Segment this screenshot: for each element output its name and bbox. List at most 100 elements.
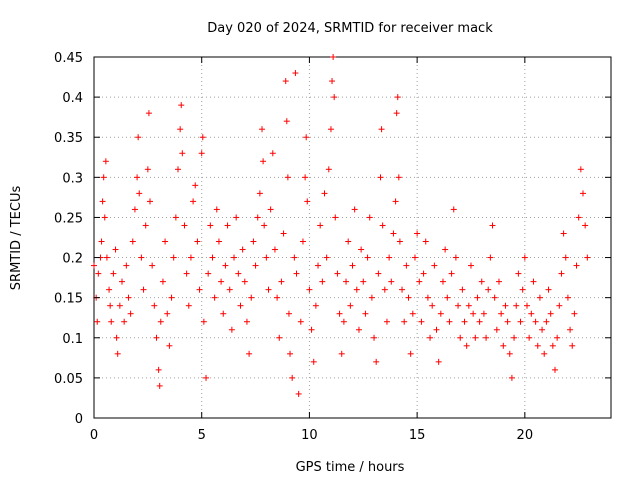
- data-point: [560, 230, 567, 237]
- data-point: [358, 246, 365, 253]
- data-point: [310, 358, 317, 365]
- data-point: [558, 270, 565, 277]
- y-axis-label: SRMTID / TECUs: [9, 186, 24, 291]
- data-point: [528, 310, 535, 317]
- data-point: [317, 222, 324, 229]
- data-point: [293, 270, 300, 277]
- data-point: [101, 214, 108, 221]
- data-point: [532, 318, 539, 325]
- data-point: [416, 278, 423, 285]
- plot-border: [93, 56, 612, 419]
- data-point: [254, 214, 261, 221]
- data-point: [179, 150, 186, 157]
- data-point: [100, 174, 107, 181]
- data-point: [567, 326, 574, 333]
- data-point: [295, 390, 302, 397]
- data-point: [399, 286, 406, 293]
- data-point: [162, 238, 169, 245]
- data-point: [405, 294, 412, 301]
- data-point: [390, 230, 397, 237]
- data-point: [457, 334, 464, 341]
- data-point: [113, 334, 120, 341]
- data-point: [131, 206, 138, 213]
- data-point: [287, 350, 294, 357]
- data-point: [168, 294, 175, 301]
- x-axis-label: GPS time / hours: [296, 460, 405, 475]
- data-point: [91, 262, 97, 269]
- y-tick-label: 0.1: [62, 332, 83, 347]
- data-point: [110, 270, 117, 277]
- y-tick-label: 0.4: [62, 91, 83, 106]
- data-point: [175, 166, 182, 173]
- data-point: [108, 318, 115, 325]
- data-point: [452, 254, 459, 261]
- data-point: [164, 310, 171, 317]
- data-point: [142, 222, 149, 229]
- data-point: [345, 238, 352, 245]
- data-point: [145, 110, 152, 117]
- data-point: [545, 286, 552, 293]
- data-point: [371, 334, 378, 341]
- data-point: [502, 302, 509, 309]
- data-point: [351, 206, 358, 213]
- data-point: [252, 262, 259, 269]
- data-point: [243, 318, 250, 325]
- data-point: [329, 78, 336, 85]
- data-point: [554, 334, 561, 341]
- data-point: [513, 302, 520, 309]
- data-point: [336, 310, 343, 317]
- data-point: [455, 302, 462, 309]
- data-point: [94, 318, 101, 325]
- data-point: [519, 286, 526, 293]
- data-point: [299, 238, 306, 245]
- data-point: [442, 246, 449, 253]
- data-point: [156, 382, 163, 389]
- data-point: [136, 190, 143, 197]
- data-point: [340, 318, 347, 325]
- data-point: [157, 318, 164, 325]
- data-point: [302, 174, 309, 181]
- data-point: [199, 134, 206, 141]
- data-point: [349, 262, 356, 269]
- data-point: [386, 254, 393, 261]
- data-point: [401, 318, 408, 325]
- data-point: [485, 286, 492, 293]
- data-point: [235, 270, 242, 277]
- data-point: [439, 278, 446, 285]
- data-point: [508, 374, 515, 381]
- data-point: [450, 206, 457, 213]
- data-point: [331, 94, 338, 101]
- data-point: [571, 310, 578, 317]
- x-tick-label: 15: [409, 428, 426, 443]
- data-point: [437, 310, 444, 317]
- data-point: [556, 302, 563, 309]
- data-point: [239, 246, 246, 253]
- data-points: [91, 54, 591, 397]
- data-point: [319, 278, 326, 285]
- data-point: [541, 350, 548, 357]
- data-point: [418, 318, 425, 325]
- data-point: [465, 302, 472, 309]
- data-point: [250, 238, 257, 245]
- data-point: [237, 302, 244, 309]
- data-point: [291, 254, 298, 261]
- data-point: [304, 198, 311, 205]
- data-point: [134, 174, 141, 181]
- data-point: [190, 198, 197, 205]
- data-point: [278, 278, 285, 285]
- data-point: [573, 262, 580, 269]
- data-point: [377, 174, 384, 181]
- data-point: [338, 350, 345, 357]
- data-point: [144, 166, 151, 173]
- data-point: [388, 278, 395, 285]
- data-point: [411, 254, 418, 261]
- data-point: [474, 294, 481, 301]
- data-point: [368, 294, 375, 301]
- data-point: [198, 150, 205, 157]
- data-point: [95, 270, 102, 277]
- data-point: [106, 286, 113, 293]
- data-point: [504, 318, 511, 325]
- data-point: [116, 302, 123, 309]
- data-point: [539, 326, 546, 333]
- data-point: [147, 198, 154, 205]
